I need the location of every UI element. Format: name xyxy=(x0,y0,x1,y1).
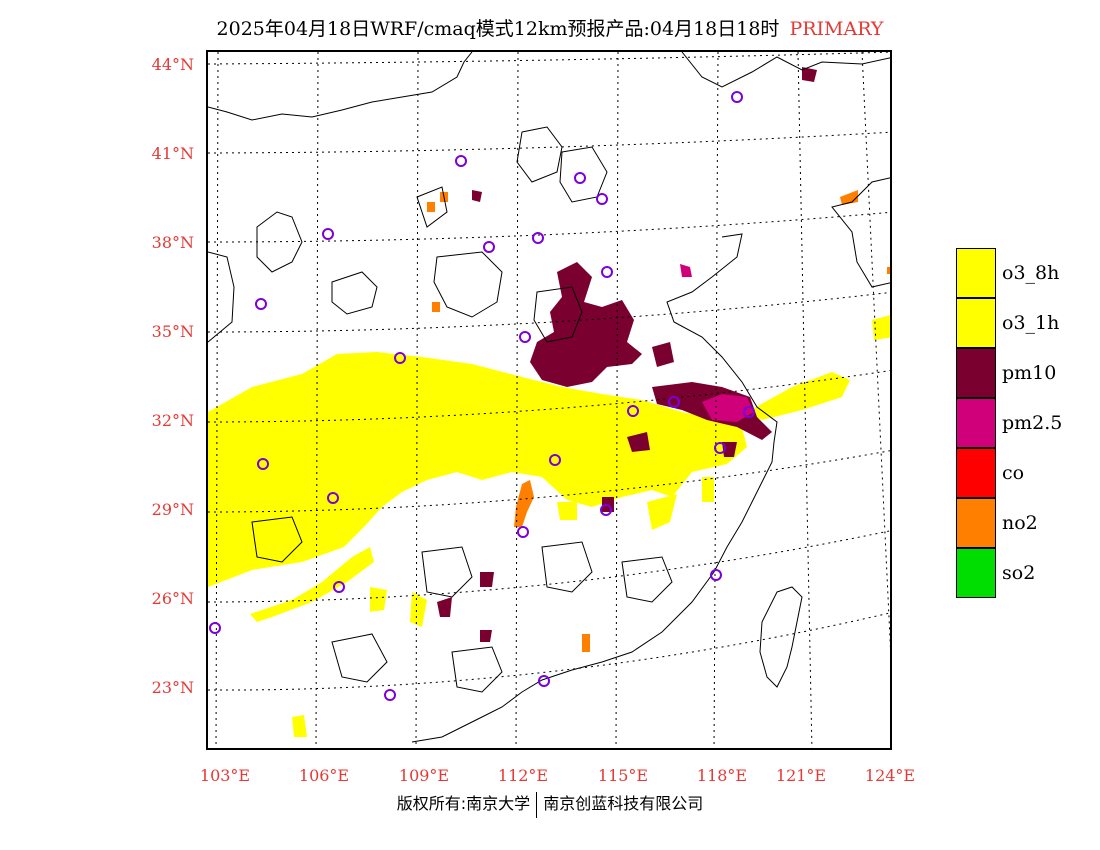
lon-label: 106°E xyxy=(298,766,350,785)
legend-label: so2 xyxy=(1002,562,1036,584)
legend-label: pm2.5 xyxy=(1002,412,1063,434)
lon-label: 118°E xyxy=(696,766,748,785)
o3-area xyxy=(208,315,890,737)
footer-right: 南京创蓝科技有限公司 xyxy=(543,794,704,813)
lat-label: 44°N xyxy=(151,55,194,74)
legend-label: o3_1h xyxy=(1002,312,1060,334)
lat-label: 29°N xyxy=(151,500,194,519)
lon-label: 103°E xyxy=(199,766,251,785)
lon-label: 112°E xyxy=(497,766,549,785)
lon-label: 109°E xyxy=(398,766,450,785)
lat-label: 32°N xyxy=(151,411,194,430)
legend-swatch xyxy=(956,548,996,598)
map-title: 2025年04月18日WRF/cmaq模式12km预报产品:04月18日18时 P… xyxy=(0,14,1100,41)
lat-label: 23°N xyxy=(151,678,194,697)
footer-left: 版权所有:南京大学 xyxy=(396,794,531,813)
pm10-area xyxy=(437,67,817,642)
title-text: 2025年04月18日WRF/cmaq模式12km预报产品:04月18日18时 xyxy=(216,18,780,40)
lon-label: 124°E xyxy=(864,766,916,785)
copyright-footer: 版权所有:南京大学 南京创蓝科技有限公司 xyxy=(0,790,1100,818)
lat-label: 41°N xyxy=(151,144,194,163)
lat-label: 38°N xyxy=(151,233,194,252)
legend-swatch xyxy=(956,448,996,498)
footer-separator xyxy=(536,791,538,818)
legend-swatch xyxy=(956,398,996,448)
legend-label: o3_8h xyxy=(1002,262,1060,284)
legend-swatch xyxy=(956,298,996,348)
pm25-area xyxy=(680,264,754,422)
legend-label: pm10 xyxy=(1002,362,1057,384)
lat-label: 35°N xyxy=(151,322,194,341)
title-tag: PRIMARY xyxy=(789,18,884,40)
map-area[interactable] xyxy=(206,50,892,750)
lat-label: 26°N xyxy=(151,589,194,608)
legend-label: co xyxy=(1002,462,1025,484)
lon-label: 121°E xyxy=(775,766,827,785)
legend-swatch xyxy=(956,498,996,548)
graticule xyxy=(208,52,890,748)
coastline xyxy=(208,52,890,743)
legend-label: no2 xyxy=(1002,512,1038,534)
legend-swatch xyxy=(956,348,996,398)
lon-label: 115°E xyxy=(597,766,649,785)
city-markers xyxy=(209,91,755,701)
legend-swatch xyxy=(956,248,996,298)
